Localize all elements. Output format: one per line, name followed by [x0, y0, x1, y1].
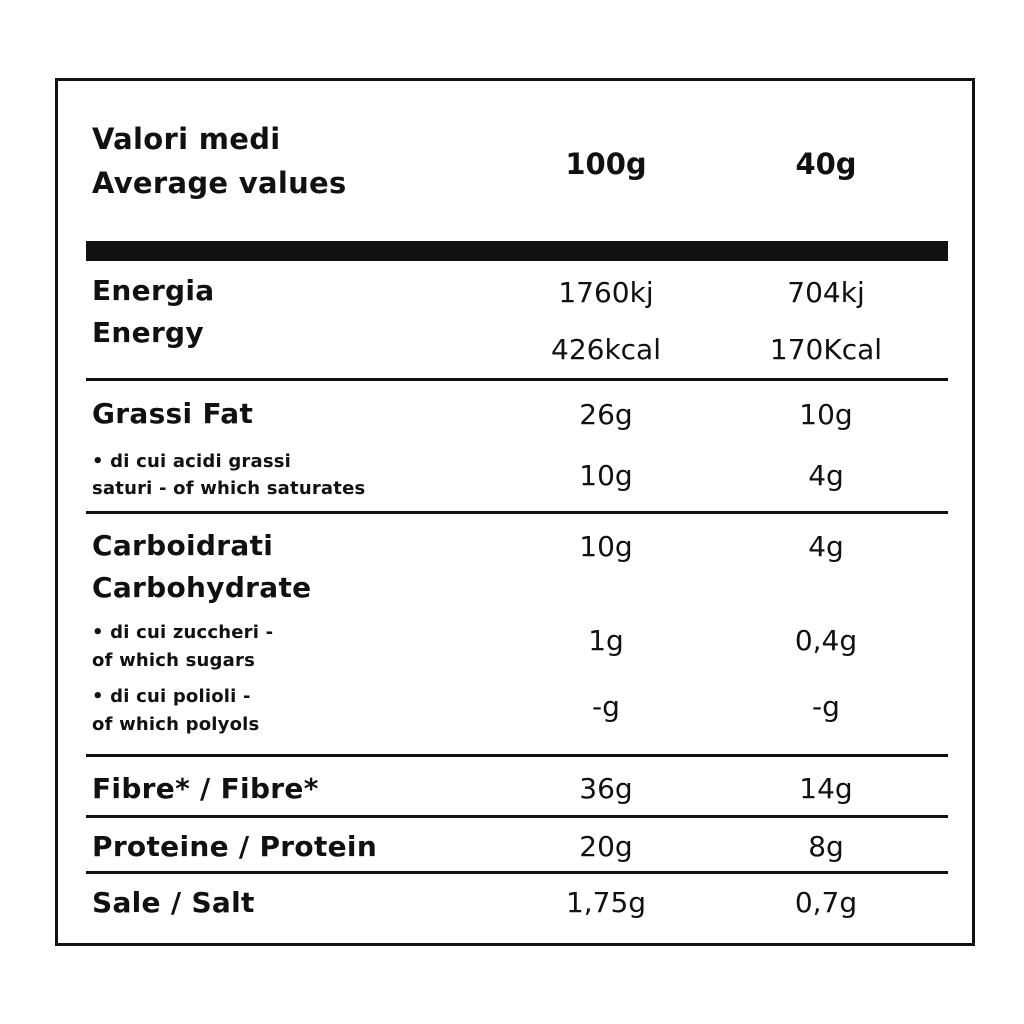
polyols-value-100g: -g: [592, 690, 620, 723]
protein-value-40g: 8g: [808, 830, 844, 863]
fat-value-40g: 10g: [799, 398, 853, 431]
row-divider: [86, 754, 948, 757]
protein-label: Proteine / Protein: [92, 830, 378, 863]
column-header-100g: 100g: [565, 147, 647, 181]
row-divider: [86, 815, 948, 818]
header-title-english: Average values: [92, 166, 347, 200]
salt-value-100g: 1,75g: [565, 886, 647, 919]
energy-label-english: Energy: [92, 316, 204, 349]
energy-kj-40g: 704kj: [787, 276, 865, 309]
row-divider: [86, 871, 948, 874]
energy-kcal-100g: 426kcal: [551, 333, 661, 366]
fibre-value-100g: 36g: [579, 772, 633, 805]
polyols-label-line2: of which polyols: [92, 714, 260, 735]
saturates-value-40g: 4g: [808, 459, 844, 492]
carbohydrate-label-italian: Carboidrati: [92, 529, 274, 562]
sugars-label-line2: of which sugars: [92, 650, 255, 671]
sugars-value-40g: 0,4g: [794, 624, 858, 657]
row-divider: [86, 511, 948, 514]
fibre-value-40g: 14g: [799, 772, 853, 805]
sugars-label-line1: • di cui zuccheri -: [92, 622, 274, 643]
carbohydrate-value-40g: 4g: [808, 530, 844, 563]
saturates-value-100g: 10g: [579, 459, 633, 492]
row-divider: [86, 378, 948, 381]
header-divider: [86, 241, 948, 261]
salt-label: Sale / Salt: [92, 886, 255, 919]
nutrition-table: Valori medi Average values 100g 40g Ener…: [55, 78, 975, 946]
polyols-value-40g: -g: [812, 690, 840, 723]
fat-label: Grassi Fat: [92, 397, 254, 430]
energy-kj-100g: 1760kj: [558, 276, 654, 309]
fibre-label: Fibre* / Fibre*: [92, 772, 319, 805]
polyols-label-line1: • di cui polioli -: [92, 686, 251, 707]
energy-label-italian: Energia: [92, 274, 215, 307]
saturates-label-line1: • di cui acidi grassi: [92, 451, 292, 472]
sugars-value-100g: 1g: [588, 624, 624, 657]
header-title-italian: Valori medi: [92, 122, 281, 156]
carbohydrate-value-100g: 10g: [579, 530, 633, 563]
carbohydrate-label-english: Carbohydrate: [92, 571, 312, 604]
column-header-40g: 40g: [795, 147, 857, 181]
energy-kcal-40g: 170Kcal: [769, 333, 883, 366]
protein-value-100g: 20g: [579, 830, 633, 863]
salt-value-40g: 0,7g: [794, 886, 858, 919]
saturates-label-line2: saturi - of which saturates: [92, 478, 366, 499]
fat-value-100g: 26g: [579, 398, 633, 431]
